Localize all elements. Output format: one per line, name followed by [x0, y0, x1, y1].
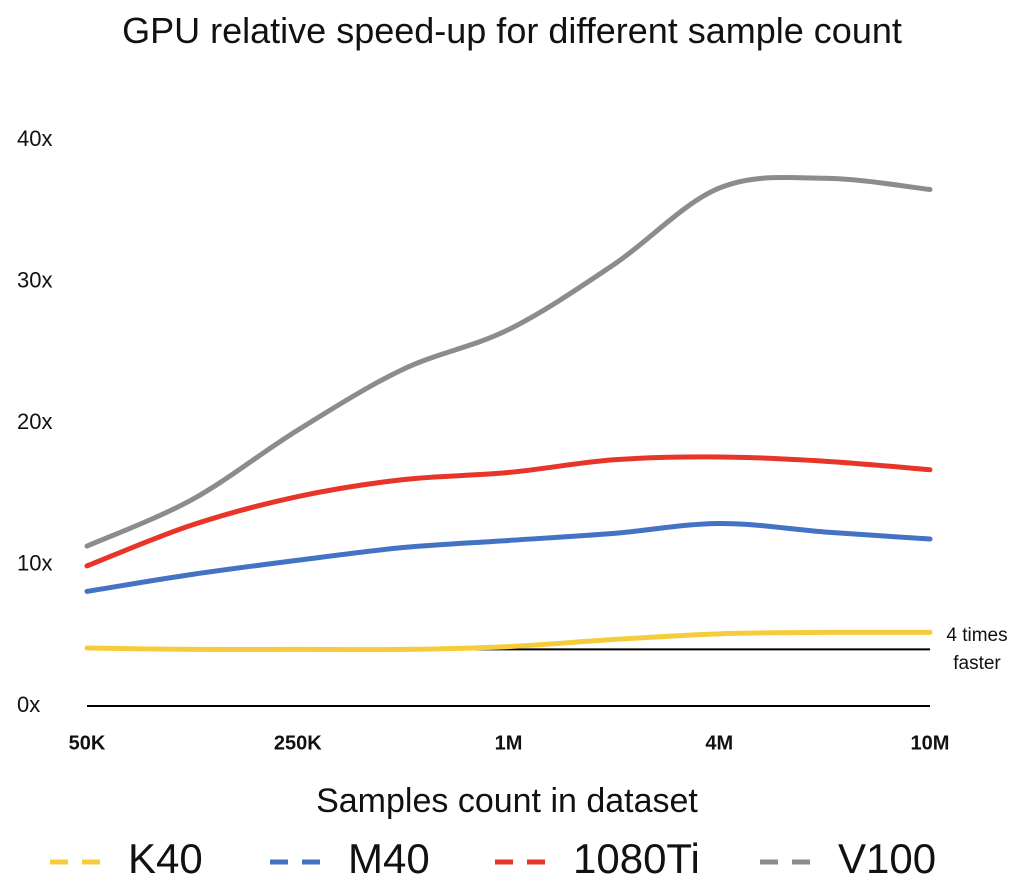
annotation: 4 times [946, 625, 1007, 646]
legend-label: 1080Ti [573, 835, 700, 882]
x-tick-label: 4M [705, 732, 733, 754]
series-line [84, 629, 933, 653]
x-tick-label: 250K [274, 732, 322, 754]
x-tick-label: 1M [495, 732, 523, 754]
legend-label: K40 [128, 835, 203, 882]
y-tick-label: 0x [17, 692, 40, 717]
legend-label: M40 [348, 835, 430, 882]
y-tick-label: 40x [17, 126, 52, 151]
legend-label: V100 [838, 835, 936, 882]
series-line [84, 520, 933, 594]
y-tick-label: 20x [17, 409, 52, 434]
x-axis-label: Samples count in dataset [316, 782, 698, 820]
annotation: faster [953, 653, 1001, 674]
series-line [84, 454, 933, 569]
series-line [84, 174, 933, 549]
y-tick-label: 30x [17, 267, 52, 292]
chart-title: GPU relative speed-up for different samp… [122, 10, 902, 51]
y-tick-label: 10x [17, 550, 52, 575]
x-tick-label: 50K [69, 732, 106, 754]
x-tick-label: 10M [911, 732, 950, 754]
